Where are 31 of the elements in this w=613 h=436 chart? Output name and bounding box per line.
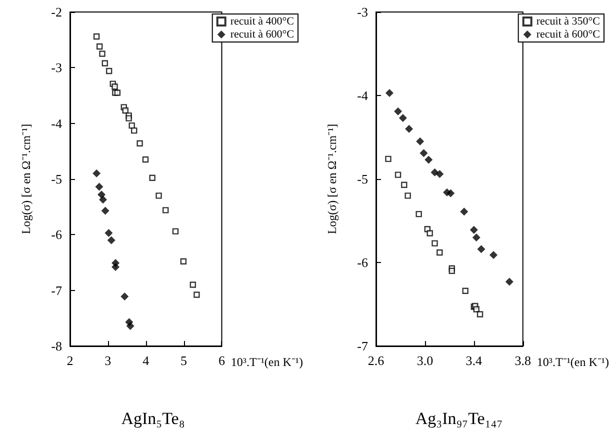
y-axis-title: Log(σ) [σ en Ω⁻¹.cm⁻¹]: [19, 124, 33, 234]
x-tick-label: 3.4: [466, 353, 483, 368]
y-tick-label: -7: [357, 338, 368, 354]
x-axis-title: 10³.T⁻¹(en K⁻¹): [230, 355, 303, 369]
x-tick-label: 3.8: [514, 353, 531, 368]
x-tick-label: 2: [66, 353, 74, 368]
y-tick-label: -4: [357, 88, 368, 103]
y-tick-label: -7: [51, 282, 62, 298]
legend-label: recuit à 600°C: [230, 28, 294, 40]
x-tick-label: 3: [104, 353, 112, 368]
y-tick-label: -5: [51, 172, 62, 186]
y-tick-label: -6: [357, 255, 368, 270]
y-tick-label: -6: [51, 227, 62, 242]
x-tick-label: 5: [180, 353, 188, 368]
y-tick-label: -5: [357, 172, 368, 186]
legend-label: recuit à 400°C: [230, 16, 294, 28]
x-tick-label: 6: [218, 353, 226, 368]
y-tick-label: -3: [357, 4, 368, 20]
x-tick-label: 3.0: [416, 353, 434, 368]
text: Ag₃In₉₇Te₁₄₇: [415, 409, 503, 428]
x-tick-label: 2.6: [368, 353, 385, 368]
y-axis-title: Log(σ) [σ en Ω⁻¹.cm⁻¹]: [325, 124, 339, 234]
x-axis-title: 10³.T⁻¹(en K⁻¹): [536, 355, 609, 369]
y-tick-label: -4: [51, 116, 62, 131]
legend-label: recuit à 600°C: [536, 28, 600, 40]
y-tick-label: -3: [51, 60, 62, 76]
y-tick-label: -2: [51, 4, 62, 20]
legend-label: recuit à 350°C: [536, 16, 600, 28]
text: AgIn₅Te₈: [121, 409, 185, 428]
x-tick-label: 4: [142, 353, 150, 368]
y-tick-label: -8: [51, 338, 62, 354]
